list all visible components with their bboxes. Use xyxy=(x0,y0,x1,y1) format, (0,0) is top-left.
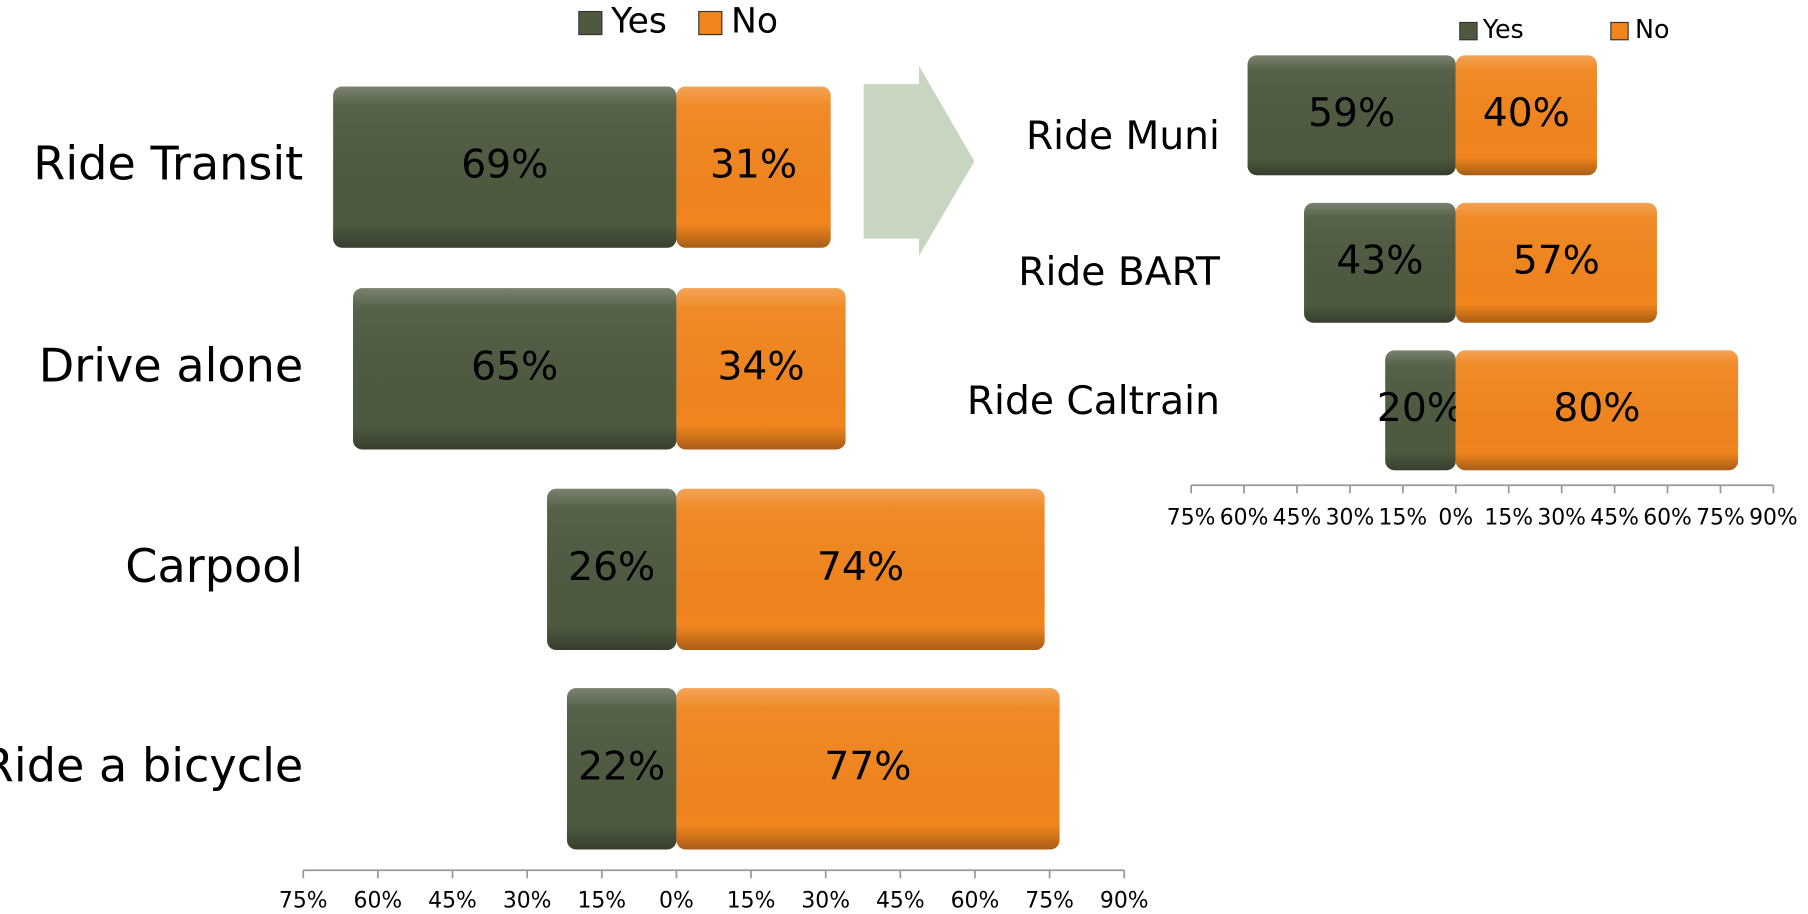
bar-shine xyxy=(1385,350,1456,471)
x-tick-label: 45% xyxy=(428,888,477,913)
value-label: 59% xyxy=(1308,91,1395,136)
value-label: 57% xyxy=(1513,238,1600,283)
x-tick-label: 90% xyxy=(1749,506,1798,531)
x-tick-label: 45% xyxy=(876,888,925,913)
value-label: 80% xyxy=(1553,386,1640,431)
bar-shine xyxy=(1247,55,1456,176)
bar-shine xyxy=(676,288,846,450)
legend-swatch xyxy=(698,10,723,36)
value-label: 77% xyxy=(824,744,911,789)
arrow xyxy=(863,65,975,256)
bar-shine xyxy=(1304,202,1456,323)
bar-shine xyxy=(676,86,831,248)
value-label: 40% xyxy=(1483,91,1570,136)
x-tick-label: 30% xyxy=(1537,506,1586,531)
x-tick-label: 90% xyxy=(1100,888,1149,913)
bar-shine xyxy=(1455,55,1597,176)
bar-shine xyxy=(1455,202,1657,323)
value-label: 34% xyxy=(717,344,804,389)
value-label: 65% xyxy=(471,344,558,389)
value-label: 69% xyxy=(461,143,548,188)
x-tick-label: 75% xyxy=(1167,506,1216,531)
category-label: Ride Caltrain xyxy=(967,379,1220,424)
bar-shine xyxy=(353,288,677,450)
bar-shine xyxy=(547,488,677,651)
category-label: Ride a bicycle xyxy=(0,738,303,792)
x-tick-label: 45% xyxy=(1273,506,1322,531)
category-label: Drive alone xyxy=(39,338,304,392)
legend-swatch xyxy=(1610,21,1629,41)
x-tick-label: 60% xyxy=(1220,506,1269,531)
x-tick-label: 60% xyxy=(354,888,403,913)
x-tick-label: 75% xyxy=(279,888,328,913)
value-label: 26% xyxy=(568,545,655,590)
x-tick-label: 60% xyxy=(951,888,1000,913)
x-tick-label: 45% xyxy=(1590,506,1639,531)
x-tick-label: 15% xyxy=(727,888,776,913)
legend-label: No xyxy=(1635,14,1670,44)
x-tick-label: 75% xyxy=(1025,888,1074,913)
x-tick-label: 15% xyxy=(577,888,626,913)
category-label: Ride Transit xyxy=(33,137,303,191)
category-label: Ride Muni xyxy=(1026,114,1220,159)
x-tick-label: 30% xyxy=(801,888,850,913)
x-tick-label: 15% xyxy=(1484,506,1533,531)
x-tick-label: 15% xyxy=(1379,506,1428,531)
legend-swatch xyxy=(1459,21,1478,41)
bar-shine xyxy=(676,488,1045,651)
x-tick-label: 75% xyxy=(1696,506,1745,531)
x-tick-label: 60% xyxy=(1643,506,1692,531)
value-label: 43% xyxy=(1336,238,1423,283)
legend-label: Yes xyxy=(610,2,667,42)
category-label: Carpool xyxy=(125,539,303,593)
bar-shine xyxy=(566,688,677,850)
legend-label: Yes xyxy=(1482,14,1524,44)
x-tick-label: 30% xyxy=(1326,506,1375,531)
value-label: 20% xyxy=(1377,386,1464,431)
x-tick-label: 30% xyxy=(503,888,552,913)
value-label: 31% xyxy=(710,143,797,188)
value-label: 22% xyxy=(578,744,665,789)
category-label: Ride BART xyxy=(1018,250,1221,295)
bar-shine xyxy=(1455,350,1739,471)
x-tick-label: 0% xyxy=(1438,506,1473,531)
value-label: 74% xyxy=(817,545,904,590)
bar-shine xyxy=(333,86,677,248)
x-tick-label: 0% xyxy=(659,888,694,913)
legend-swatch xyxy=(578,10,603,36)
legend-label: No xyxy=(731,2,778,42)
bar-shine xyxy=(676,688,1060,850)
